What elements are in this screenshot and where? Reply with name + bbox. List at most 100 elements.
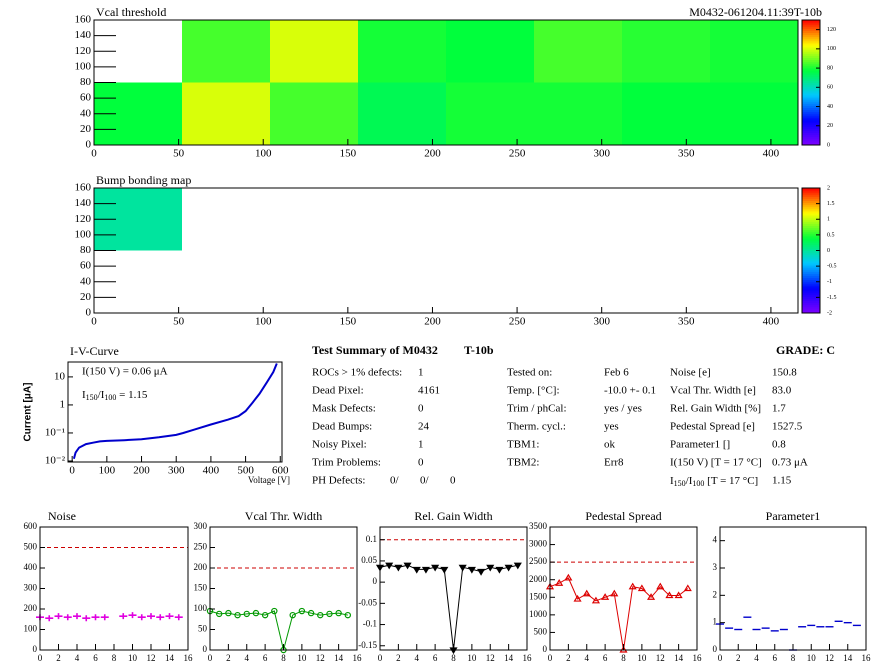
colorbar-step (802, 285, 820, 289)
x-tick-label: 300 (593, 148, 610, 160)
x-tick-label: 14 (843, 653, 853, 663)
ph-defect-value: 0/ (390, 475, 400, 487)
annotation-part: 100 (104, 393, 116, 402)
marker (591, 596, 600, 604)
x-tick-label: 2 (56, 653, 61, 663)
marker (174, 614, 183, 621)
x-tick-label: 14 (334, 653, 344, 663)
colorbar-step (802, 113, 820, 117)
colorbar-step (802, 198, 820, 201)
colorbar-step (802, 206, 820, 210)
y-tick-label: 0.1 (366, 534, 377, 544)
x-tick-label: 100 (255, 148, 272, 160)
summary-value: yes / yes (604, 403, 642, 415)
marker (344, 611, 352, 619)
heatmap-cell (710, 20, 798, 83)
colorbar-label: 1.5 (827, 201, 835, 207)
colorbar-label: -0.5 (827, 264, 837, 270)
marker (91, 614, 100, 621)
y-tick-label: 20 (80, 123, 92, 135)
colorbar-step (802, 254, 820, 258)
summary-label: TBM1: (507, 439, 539, 451)
heatmap-cell (534, 82, 622, 145)
colorbar-step (802, 42, 820, 46)
colorbar-step (802, 22, 820, 25)
colorbar-step (802, 107, 820, 111)
x-tick-label: 10 (467, 653, 477, 663)
summary-title: Test Summary of M0432 (312, 343, 438, 357)
marker (683, 584, 692, 592)
summary-label: Mask Defects: (312, 403, 376, 415)
x-tick-label: 12 (825, 653, 834, 663)
x-tick-label: 200 (133, 465, 150, 477)
annotation-part: 150 (86, 393, 98, 402)
y-tick-label: 1 (713, 617, 718, 627)
marker (394, 564, 403, 572)
colorbar-step (802, 215, 820, 218)
marker (403, 562, 412, 570)
summary-label: Therm. cycl.: (507, 421, 566, 433)
summary-value: ok (604, 439, 616, 451)
y-tick-label: 120 (75, 213, 92, 225)
marker (477, 568, 486, 576)
colorbar-step (802, 74, 820, 77)
summary-label: Noise [e] (670, 367, 711, 379)
y-tick-label: -0.05 (358, 597, 377, 607)
heatmap-cell (358, 20, 446, 83)
chart-title: Bump bonding map (96, 173, 191, 187)
colorbar-step (802, 210, 820, 214)
colorbar-step (802, 30, 820, 33)
colorbar-label: 100 (827, 46, 836, 52)
x-tick-label: 10 (807, 653, 817, 663)
x-tick-label: 16 (862, 653, 872, 663)
heatmap-cell (270, 82, 358, 145)
heatmap-cell (710, 82, 798, 145)
x-tick-label: 0 (718, 653, 723, 663)
colorbar-step (802, 217, 820, 220)
colorbar-step (802, 26, 820, 29)
marker (45, 615, 54, 622)
colorbar-step (802, 269, 820, 272)
colorbar-step (802, 99, 820, 102)
summary-value: yes (604, 421, 619, 433)
x-tick-label: 2 (736, 653, 741, 663)
colorbar-step (802, 246, 820, 249)
colorbar-step (802, 306, 820, 310)
x-tick-label: 6 (263, 653, 268, 663)
x-tick-label: 12 (316, 653, 325, 663)
label-part: 150 (674, 479, 686, 488)
colorbar-step (802, 140, 820, 144)
colorbar-step (802, 57, 820, 61)
summary-label: Tested on: (507, 367, 552, 379)
y-tick-label: 1 (60, 398, 66, 410)
marker (289, 611, 296, 619)
marker (82, 615, 91, 622)
y-tick-label: 160 (75, 182, 92, 194)
colorbar-step (802, 225, 820, 229)
x-tick-label: 100 (255, 316, 272, 328)
x-tick-label: 600 (272, 465, 289, 477)
x-tick-label: 14 (504, 653, 514, 663)
heatmap-cell (270, 20, 358, 83)
x-tick-label: 10 (297, 653, 307, 663)
y-tick-label: 0 (203, 644, 208, 654)
colorbar-step (802, 142, 820, 146)
x-tick-label: 16 (353, 653, 363, 663)
summary-label: I(150 V) [T = 17 °C] (670, 457, 762, 469)
y-tick-label: 10⁻¹ (45, 426, 65, 438)
marker (385, 562, 394, 570)
chart-title: Vcal Thr. Width (245, 509, 322, 523)
y-tick-label: 1000 (529, 609, 548, 619)
y-tick-label: 40 (80, 107, 92, 119)
x-tick-label: 4 (75, 653, 80, 663)
x-tick-label: 500 (237, 465, 254, 477)
colorbar-label: -1 (827, 279, 832, 285)
marker (307, 609, 315, 617)
x-tick-label: 0 (91, 316, 97, 328)
y-tick-label: 100 (24, 624, 38, 634)
colorbar-step (802, 53, 820, 56)
x-tick-label: 0 (548, 653, 553, 663)
heatmap-cell (182, 20, 270, 83)
y-tick-label: 600 (24, 521, 38, 531)
marker (582, 589, 591, 597)
